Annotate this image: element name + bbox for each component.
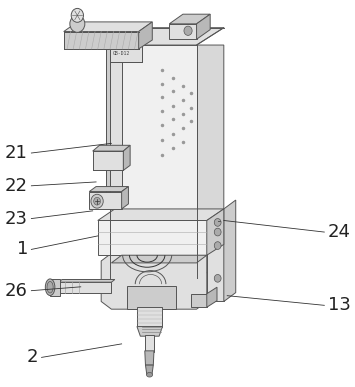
Text: 23: 23: [5, 210, 28, 228]
Text: 13: 13: [328, 296, 351, 314]
Polygon shape: [122, 187, 129, 209]
Circle shape: [214, 242, 221, 249]
Polygon shape: [127, 286, 176, 309]
Polygon shape: [93, 151, 123, 170]
Text: 24: 24: [328, 223, 351, 241]
Polygon shape: [64, 22, 152, 32]
Text: 2: 2: [27, 348, 38, 366]
Ellipse shape: [45, 279, 55, 296]
Text: GB-D12: GB-D12: [113, 51, 130, 56]
Circle shape: [214, 219, 221, 226]
Circle shape: [94, 197, 100, 205]
Polygon shape: [89, 187, 129, 192]
Polygon shape: [106, 47, 122, 201]
Polygon shape: [137, 327, 163, 336]
Polygon shape: [169, 24, 197, 39]
Circle shape: [71, 9, 83, 22]
Polygon shape: [137, 307, 163, 327]
Polygon shape: [64, 32, 139, 49]
Text: 21: 21: [5, 144, 28, 162]
Polygon shape: [207, 287, 217, 307]
Polygon shape: [197, 14, 210, 39]
Polygon shape: [110, 45, 197, 278]
Polygon shape: [110, 45, 142, 62]
Circle shape: [91, 194, 103, 208]
Polygon shape: [89, 192, 122, 209]
Polygon shape: [207, 209, 224, 255]
Polygon shape: [98, 209, 224, 221]
Text: 26: 26: [5, 282, 28, 300]
Polygon shape: [197, 45, 224, 278]
Polygon shape: [224, 200, 236, 301]
Polygon shape: [59, 279, 115, 282]
Polygon shape: [139, 22, 152, 49]
Polygon shape: [111, 255, 207, 263]
Polygon shape: [106, 47, 110, 201]
Polygon shape: [207, 209, 224, 301]
Circle shape: [214, 274, 221, 282]
Polygon shape: [50, 279, 60, 296]
Polygon shape: [59, 282, 111, 293]
Text: 22: 22: [5, 177, 28, 195]
Polygon shape: [123, 145, 130, 170]
Circle shape: [70, 15, 85, 33]
Polygon shape: [169, 14, 210, 24]
Polygon shape: [145, 336, 154, 352]
Circle shape: [184, 26, 192, 35]
Ellipse shape: [47, 281, 53, 293]
Polygon shape: [98, 221, 207, 255]
Polygon shape: [145, 351, 154, 365]
Polygon shape: [191, 294, 207, 307]
Polygon shape: [101, 253, 207, 309]
Polygon shape: [93, 145, 130, 151]
Polygon shape: [146, 365, 153, 375]
Polygon shape: [110, 45, 122, 278]
Polygon shape: [110, 28, 224, 45]
Ellipse shape: [147, 372, 153, 377]
Text: 1: 1: [17, 240, 28, 259]
Circle shape: [214, 228, 221, 236]
